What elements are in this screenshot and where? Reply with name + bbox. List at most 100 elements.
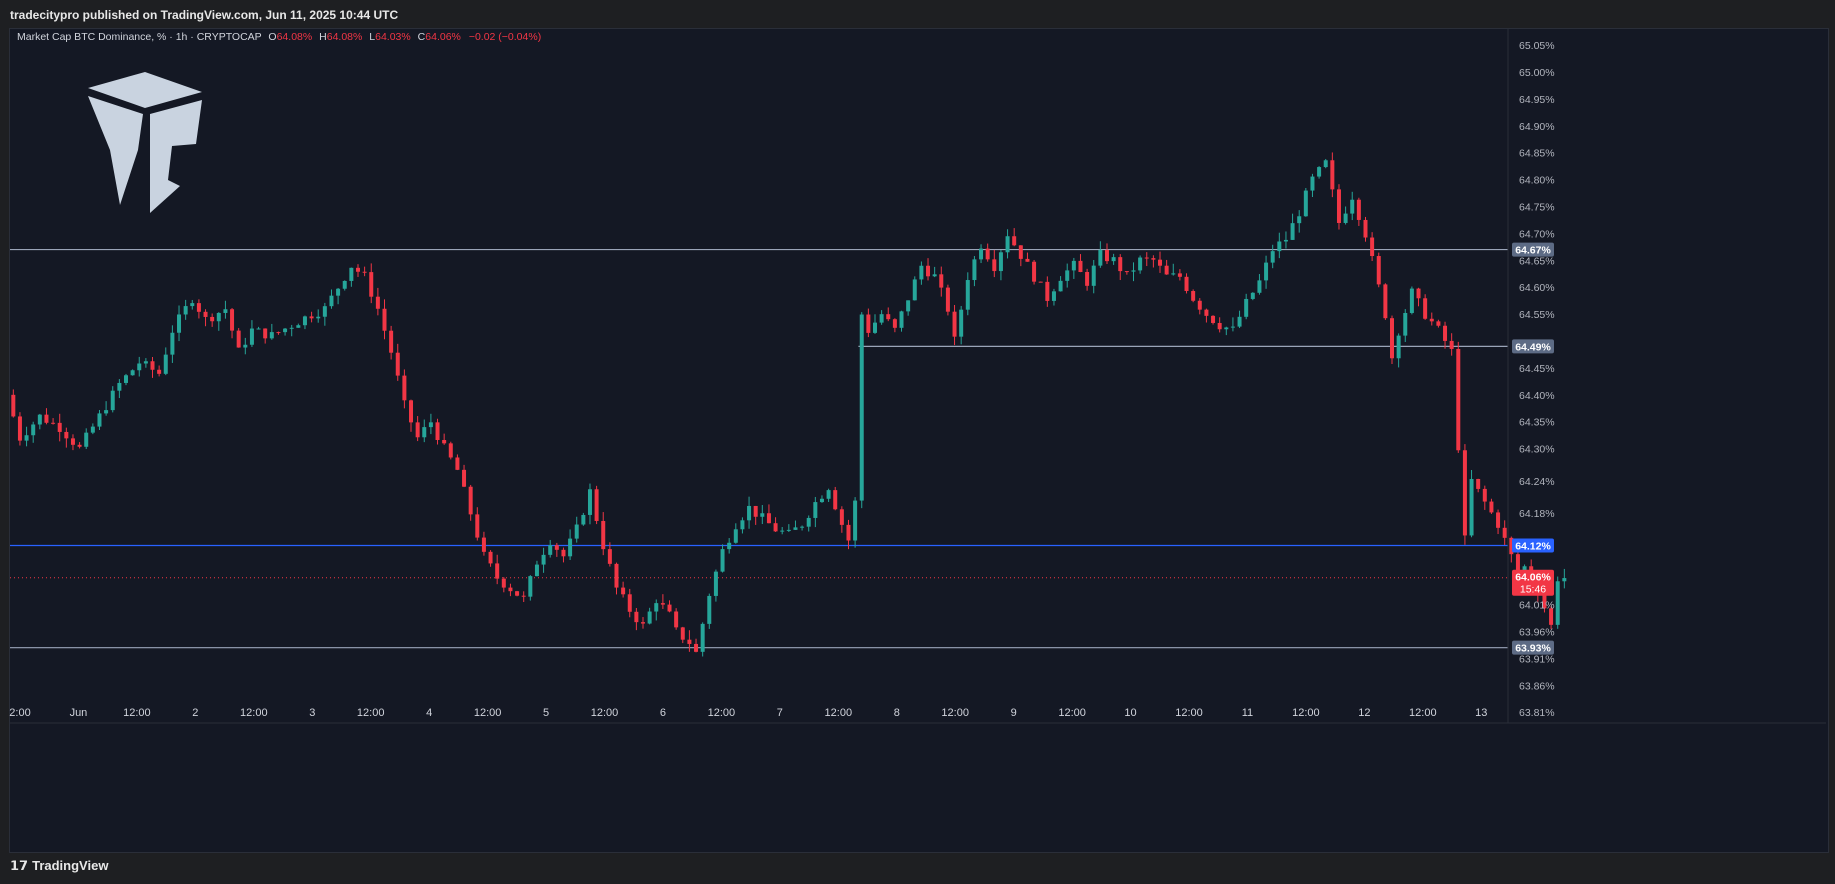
candle-body — [1104, 249, 1109, 262]
tradingview-footer[interactable]: 𝟭𝟳 TradingView — [10, 858, 108, 874]
candle-body — [952, 311, 957, 337]
candle-body — [1158, 259, 1163, 266]
candle-body — [548, 545, 553, 555]
last-price-badge — [1512, 569, 1554, 596]
horizontal-levels[interactable] — [10, 248, 1508, 649]
level-badge — [1512, 538, 1554, 553]
candle-body — [442, 440, 447, 444]
chart-frame[interactable] — [9, 28, 1829, 853]
price-tick-label: 64.30% — [1519, 444, 1555, 456]
candle-body — [667, 604, 672, 612]
candle-body — [1350, 199, 1355, 214]
time-tick-label: 12:00 — [941, 707, 969, 719]
candle-body — [1456, 348, 1461, 451]
candle-body — [713, 571, 718, 596]
candle-body — [289, 327, 294, 329]
candle-body — [223, 309, 228, 313]
candle-body — [375, 296, 380, 309]
svg-text:Market Cap BTC Dominance, % ·: Market Cap BTC Dominance, % · 1h · CRYPT… — [17, 31, 541, 43]
time-tick-label: 12:00 — [1175, 707, 1203, 719]
publish-header: tradecitypro published on TradingView.co… — [0, 0, 1835, 28]
candle-body — [594, 489, 599, 521]
candle-body — [866, 314, 871, 333]
candle-body — [342, 280, 347, 289]
candle-body — [985, 248, 990, 260]
candle-body — [1303, 190, 1308, 217]
price-tick-label: 63.86% — [1519, 680, 1555, 692]
candle-body — [780, 530, 785, 532]
candle-body — [1018, 245, 1023, 259]
candle-body — [190, 303, 195, 307]
candle-body — [163, 354, 168, 374]
candle-body — [1197, 300, 1202, 310]
time-tick-label: 12:00 — [357, 707, 385, 719]
time-axis[interactable]: 2:00 Jun 12:00 2 12:00 3 12:00 4 12:00 5 12:00 6 12:… — [9, 707, 1826, 724]
candle-body — [1429, 318, 1434, 322]
candle-body — [1449, 340, 1454, 349]
candle-body — [1138, 257, 1143, 271]
price-axis[interactable]: 65.05% 65.00% 64.95% 64.90% 64.85% 64.80% 64.7… — [1507, 29, 1555, 723]
candle-body — [296, 325, 301, 328]
candle-body — [932, 274, 937, 277]
time-tick-label: 13 — [1475, 707, 1487, 719]
candle-body — [1489, 501, 1494, 513]
candle-body — [965, 280, 970, 310]
candle-body — [760, 513, 765, 517]
candle-body — [601, 520, 606, 550]
time-tick-label: 7 — [777, 707, 783, 719]
candle-body — [992, 259, 997, 272]
candle-body — [800, 526, 805, 528]
candle-body — [329, 295, 334, 307]
candles-layer — [11, 152, 1567, 657]
candle-body — [1376, 256, 1381, 285]
candle-body — [17, 416, 22, 441]
candle-body — [216, 312, 221, 322]
candle-body — [1409, 288, 1414, 313]
candle-body — [1045, 281, 1050, 301]
candle-body — [409, 400, 414, 423]
candle-body — [1542, 592, 1547, 609]
price-tick-label: 64.90% — [1519, 121, 1555, 133]
candle-body — [137, 363, 142, 371]
candle-body — [926, 265, 931, 277]
candle-body — [395, 352, 400, 376]
candle-body — [1317, 167, 1322, 177]
candle-body — [1515, 554, 1520, 584]
candle-body — [143, 361, 148, 364]
candle-body — [541, 554, 546, 565]
candle-body — [568, 538, 573, 557]
price-tick-label: 64.80% — [1519, 175, 1555, 187]
candle-body — [110, 390, 115, 411]
candle-body — [753, 505, 758, 517]
candle-body — [369, 272, 374, 297]
candle-body — [581, 514, 586, 525]
candle-body — [1549, 608, 1554, 625]
candle-body — [276, 332, 281, 334]
candle-body — [1323, 160, 1328, 168]
publisher-text: tradecitypro published on TradingView.co… — [10, 8, 399, 22]
candle-body — [793, 527, 798, 530]
candle-body — [1244, 298, 1249, 317]
candle-body — [1085, 271, 1090, 286]
candle-body — [680, 627, 685, 640]
candle-body — [1065, 270, 1070, 281]
candle-body — [561, 549, 566, 557]
candle-body — [31, 424, 36, 436]
last-price-label: 64.06% — [1515, 572, 1551, 584]
time-tick-label: 12:00 — [1058, 707, 1086, 719]
candle-body — [90, 426, 95, 433]
price-tick-label: 64.75% — [1519, 202, 1555, 214]
candle-body — [727, 542, 732, 550]
candle-body — [44, 414, 49, 423]
candle-body — [448, 443, 453, 458]
time-tick-label: Jun — [70, 707, 88, 719]
candle-body — [104, 410, 109, 414]
candle-body — [859, 314, 864, 501]
candle-body — [1012, 236, 1017, 246]
level-badge — [1512, 242, 1554, 257]
price-badges: 64.67% 64.49% 64.12% 63.93% 64.06%15:46 — [1512, 242, 1554, 655]
chart-legend: Market Cap BTC Dominance, % · 1h · CRYPT… — [17, 31, 541, 43]
time-tick-label: 12 — [1358, 707, 1370, 719]
candle-body — [660, 603, 665, 605]
